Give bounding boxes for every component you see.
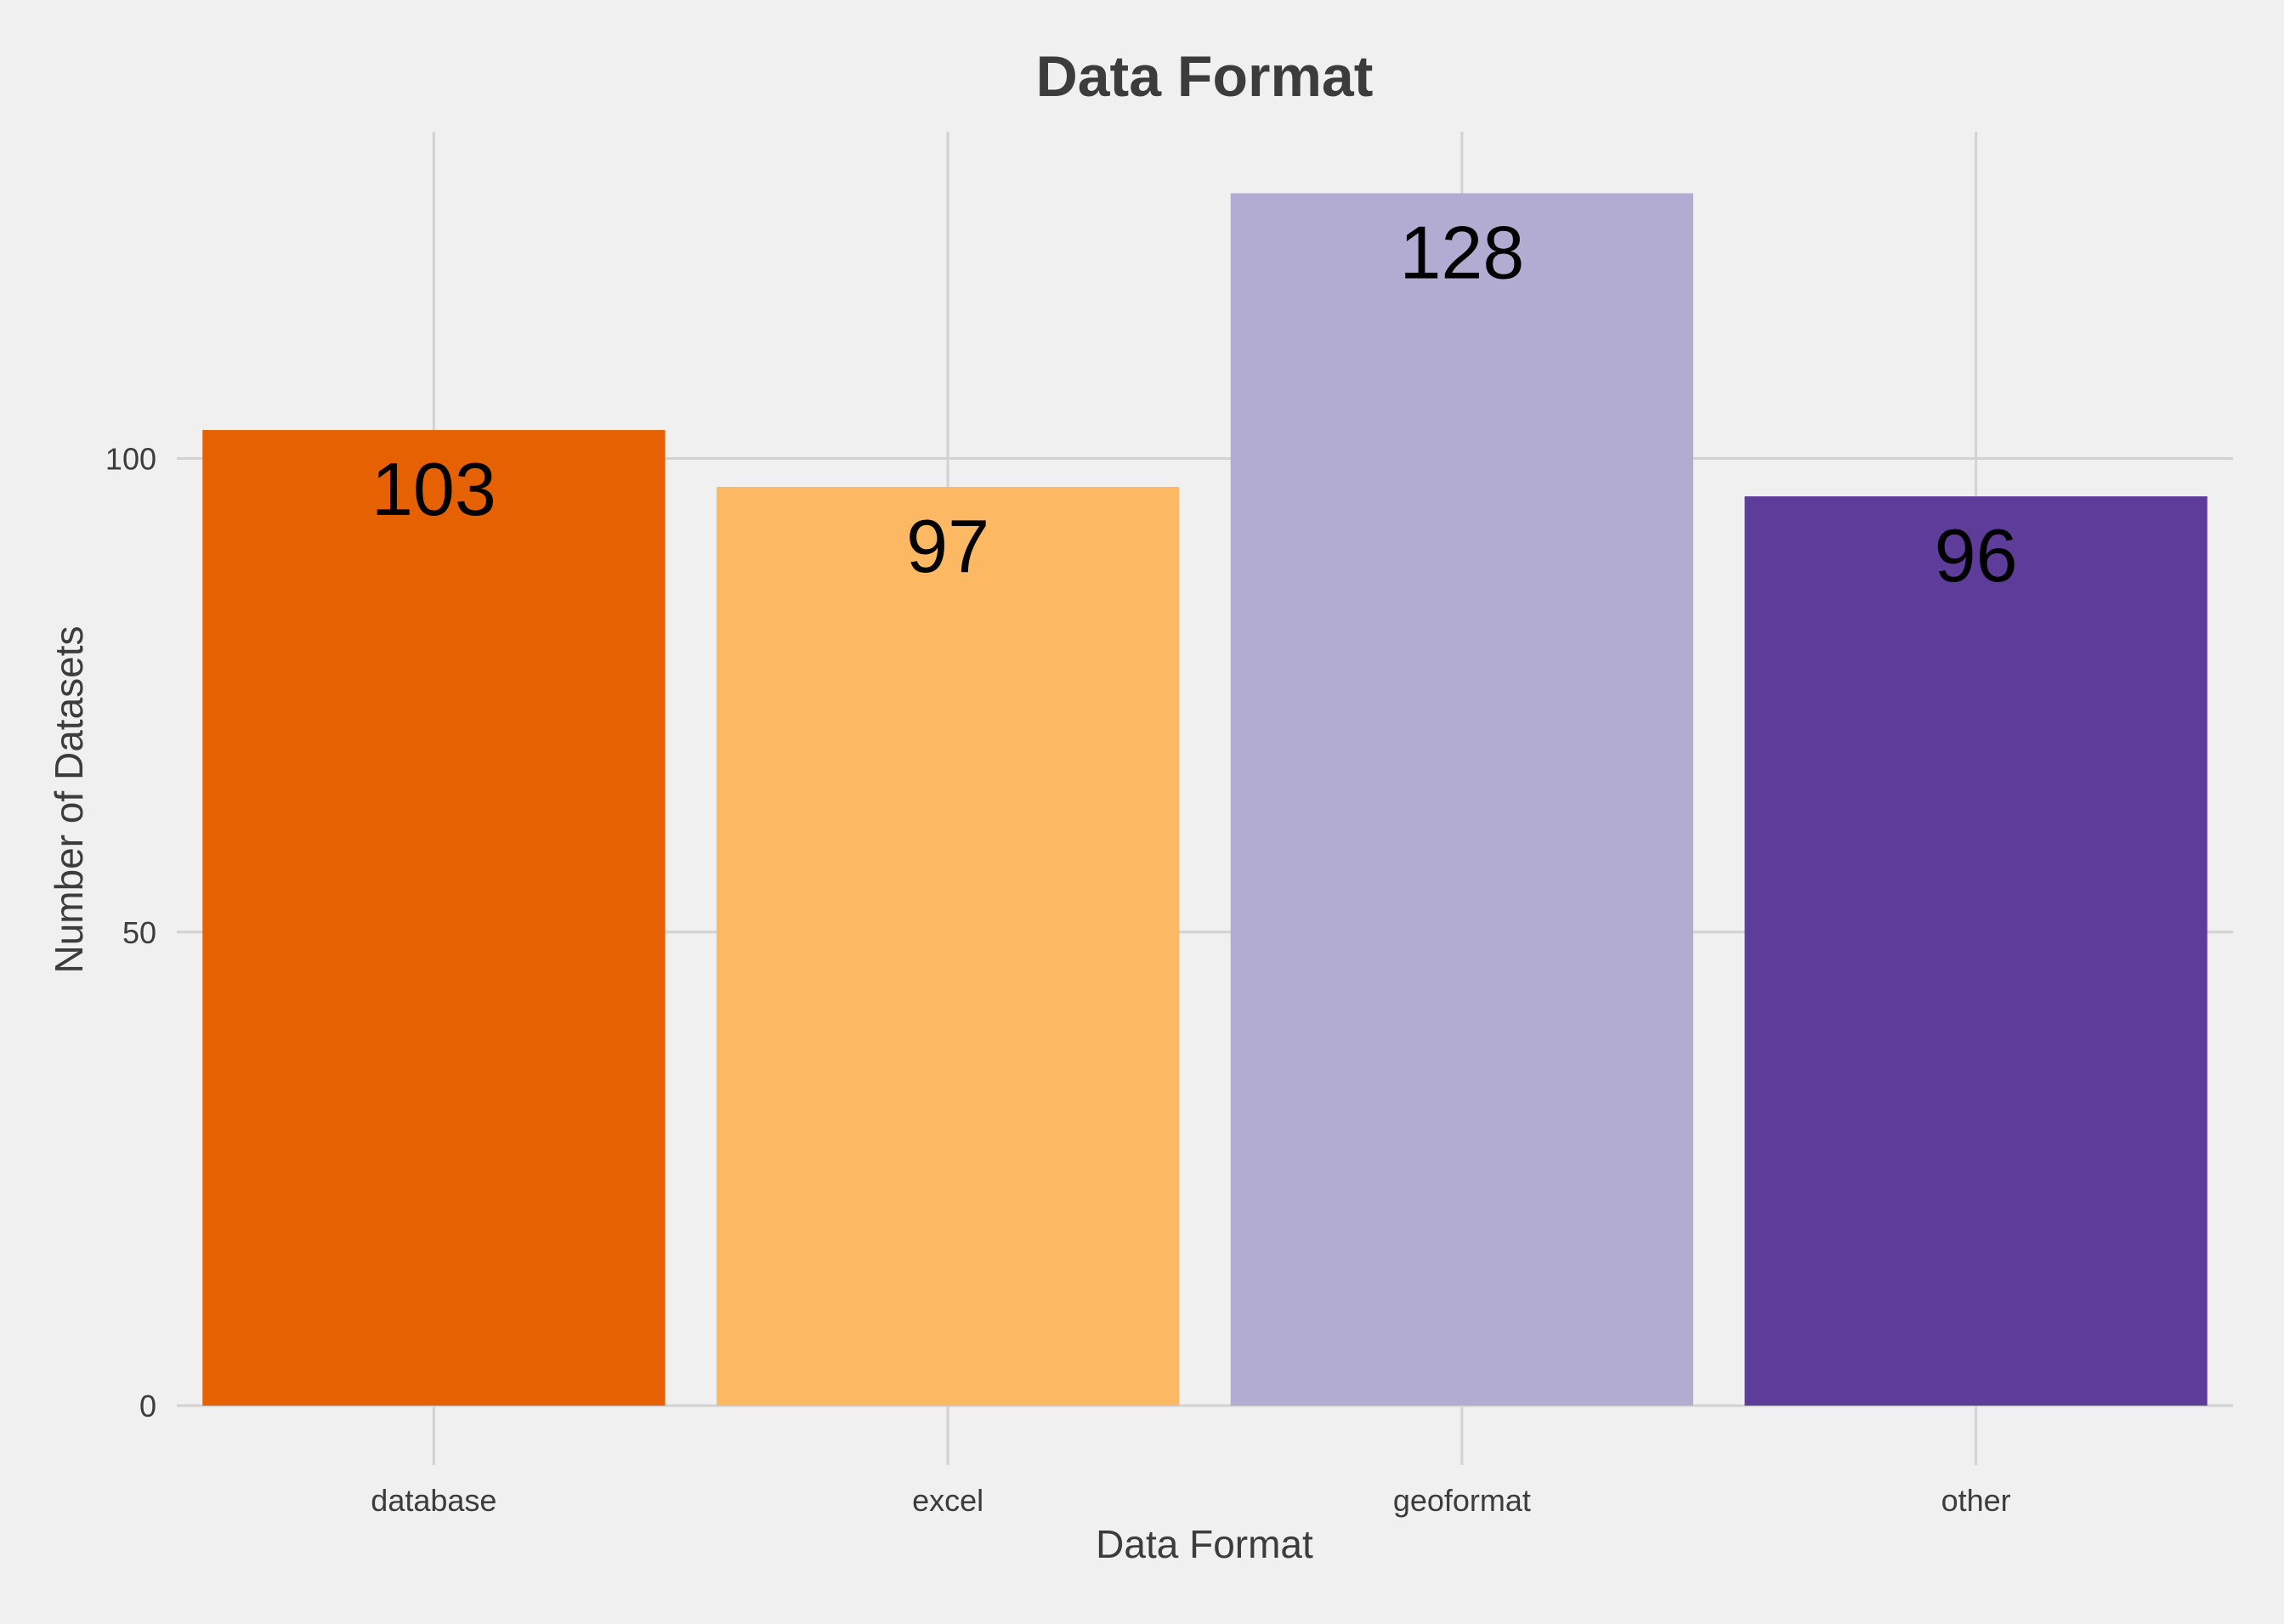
y-tick-labels: 0 50 100 xyxy=(105,442,156,1423)
x-axis-label: Data Format xyxy=(1096,1522,1313,1566)
bars xyxy=(202,193,2207,1406)
data-label-geoformat: 128 xyxy=(1399,210,1524,294)
data-label-database: 103 xyxy=(371,447,496,531)
x-tick-label-other: other xyxy=(1941,1483,2011,1518)
x-tick-label-geoformat: geoformat xyxy=(1393,1483,1531,1518)
y-tick-label: 0 xyxy=(139,1389,156,1423)
x-tick-label-database: database xyxy=(371,1483,496,1518)
y-axis-label: Number of Datasets xyxy=(47,625,91,973)
chart-title: Data Format xyxy=(1036,44,1374,109)
x-tick-label-excel: excel xyxy=(912,1483,983,1518)
bar-geoformat xyxy=(1230,193,1694,1406)
data-labels: 103 97 128 96 xyxy=(371,210,2018,597)
data-label-other: 96 xyxy=(1935,513,2018,597)
bar-excel xyxy=(716,486,1180,1406)
x-tick-labels: database excel geoformat other xyxy=(371,1483,2010,1518)
bar-other xyxy=(1744,496,2207,1406)
bar-database xyxy=(202,430,666,1406)
y-tick-label: 50 xyxy=(122,915,156,950)
data-label-excel: 97 xyxy=(906,504,989,588)
y-tick-label: 100 xyxy=(105,442,156,477)
